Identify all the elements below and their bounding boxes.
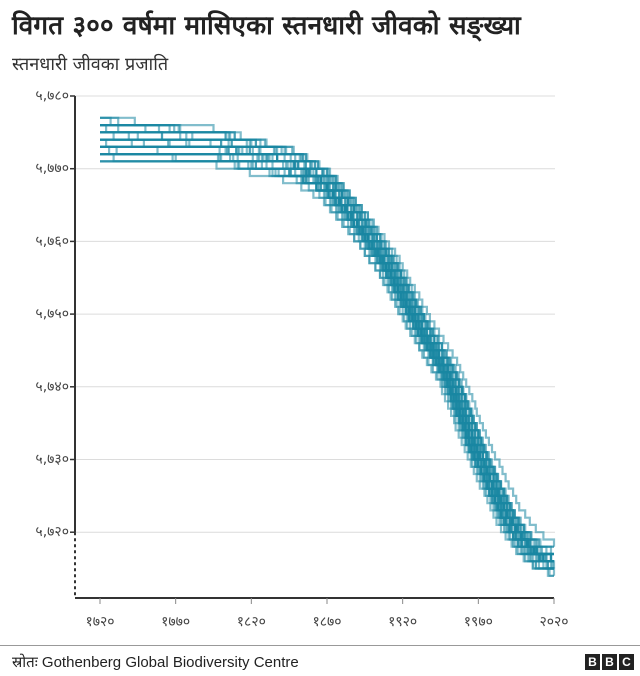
footer-divider xyxy=(0,645,640,646)
bbc-logo-letter: C xyxy=(619,654,634,670)
simulation-line xyxy=(100,124,554,556)
simulation-line xyxy=(100,116,554,556)
y-tick-label: ५,७७० xyxy=(35,161,69,177)
y-tick-label: ५,७६० xyxy=(35,233,69,249)
source-credit: स्रोतः Gothenberg Global Biodiversity Ce… xyxy=(12,654,299,671)
simulation-line xyxy=(100,145,554,563)
y-tick-label: ५,७५० xyxy=(35,306,69,322)
line-chart: ५,७८० ५,७७० ५,७६० ५,७५० ५,७४० ५,७३० ५,७२० १७२० १… xyxy=(35,88,568,630)
x-tick-label: १७२० xyxy=(85,614,114,630)
simulation-line xyxy=(100,145,554,570)
bbc-logo: B B C xyxy=(585,654,634,670)
x-tick-label: २०२० xyxy=(539,614,568,630)
y-tick-label: ५,७२० xyxy=(35,524,69,540)
simulation-line xyxy=(100,138,554,570)
y-tick-label: ५,७४० xyxy=(35,379,69,395)
bbc-logo-letter: B xyxy=(585,654,600,670)
simulation-line xyxy=(100,160,554,563)
y-tick-label: ५,७३० xyxy=(35,452,69,468)
simulation-line xyxy=(100,124,554,563)
simulation-line xyxy=(100,153,554,570)
y-axis-label: स्तनधारी जीवका प्रजाति xyxy=(12,54,169,75)
simulation-line xyxy=(100,153,554,563)
simulation-line xyxy=(100,138,554,570)
x-tick-label: १९७० xyxy=(464,614,493,630)
simulation-line xyxy=(100,145,554,563)
x-tick-label: १९२० xyxy=(388,614,417,630)
y-tick-label: ५,७८० xyxy=(35,88,69,104)
simulation-line xyxy=(100,138,554,563)
simulation-line xyxy=(100,145,556,576)
x-tick-label: १८२० xyxy=(237,614,266,630)
x-tick-label: १८७० xyxy=(312,614,341,630)
simulation-line xyxy=(100,160,554,577)
chart-title: विगत ३०० वर्षमा मासिएका स्तनधारी जीवको स… xyxy=(12,11,521,41)
series-lines xyxy=(100,116,556,577)
simulation-line xyxy=(100,153,554,563)
simulation-line xyxy=(100,138,554,563)
simulation-line xyxy=(100,160,554,563)
axes: ५,७८० ५,७७० ५,७६० ५,७५० ५,७४० ५,७३० ५,७२० १७२० १… xyxy=(35,88,568,630)
bbc-logo-letter: B xyxy=(602,654,617,670)
simulation-line xyxy=(100,138,554,570)
x-tick-label: १७७० xyxy=(161,614,190,630)
simulation-line xyxy=(100,153,554,563)
